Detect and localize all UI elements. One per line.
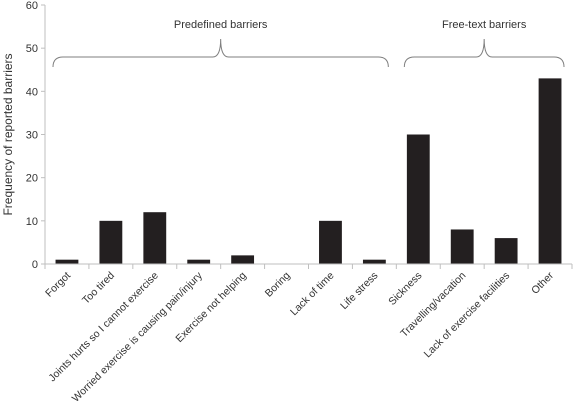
x-category-label: Other [529, 269, 556, 296]
y-axis-title: Frequency of reported barriers [1, 53, 15, 215]
bar-3 [143, 212, 167, 264]
bar-8 [362, 259, 386, 264]
y-tick-label: 30 [26, 130, 38, 142]
bar-4 [187, 259, 211, 264]
bar-9 [406, 134, 430, 264]
y-tick-label: 0 [32, 259, 38, 271]
bar-12 [538, 78, 562, 264]
x-category-label: Lack of exercise facilities [422, 270, 513, 361]
y-tick-label: 50 [26, 43, 38, 55]
group-label: Free-text barriers [442, 19, 527, 31]
x-category-label: Too tired [80, 270, 117, 307]
bars [55, 78, 562, 264]
bar-7 [319, 220, 342, 264]
y-axis: 0 10 20 30 40 50 60 [26, 0, 46, 271]
group-label: Predefined barriers [174, 19, 268, 31]
x-category-label: Life stress [338, 270, 380, 312]
y-tick-label: 40 [26, 86, 38, 98]
group-brackets: Predefined barriers Free-text barriers [52, 19, 565, 68]
bar-2 [99, 220, 123, 264]
x-category-label: Lack of time [288, 270, 337, 319]
x-category-label: Forgot [43, 270, 73, 300]
bar-11 [494, 238, 518, 264]
y-tick-label: 60 [26, 0, 38, 12]
group-brace [403, 38, 565, 68]
bar-1 [55, 259, 79, 264]
x-category-label: Sickness [386, 270, 424, 308]
group-brace [52, 38, 389, 68]
x-category-label: Boring [263, 270, 293, 300]
y-tick-label: 10 [26, 216, 38, 228]
bar-10 [450, 229, 474, 264]
bar-5 [231, 255, 255, 264]
y-tick-label: 20 [26, 173, 38, 185]
